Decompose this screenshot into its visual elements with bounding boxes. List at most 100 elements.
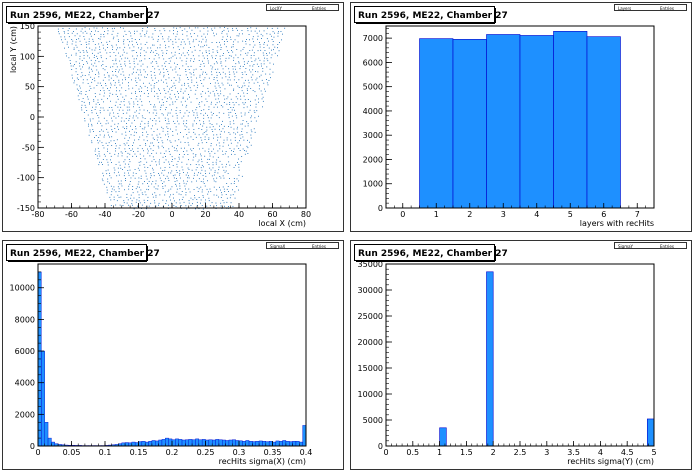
- scatter-point: [233, 79, 235, 81]
- scatter-point: [175, 110, 177, 111]
- scatter-point: [103, 153, 105, 155]
- scatter-point: [103, 74, 105, 76]
- scatter-point: [246, 62, 248, 64]
- scatter-point: [147, 74, 148, 76]
- scatter-point: [183, 115, 185, 117]
- scatter-point: [204, 170, 206, 172]
- scatter-point: [94, 62, 96, 64]
- scatter-point: [193, 174, 195, 176]
- scatter-point: [216, 177, 218, 179]
- scatter-point: [142, 132, 144, 133]
- scatter-point: [213, 134, 215, 136]
- scatter-point: [64, 38, 66, 40]
- scatter-point: [155, 152, 157, 154]
- scatter-point: [128, 106, 130, 108]
- scatter-point: [221, 194, 223, 196]
- scatter-point: [78, 38, 80, 40]
- scatter-point: [156, 128, 158, 130]
- scatter-point: [90, 120, 91, 122]
- scatter-point: [94, 150, 96, 152]
- scatter-point: [129, 181, 131, 182]
- scatter-point: [155, 205, 157, 207]
- scatter-point: [145, 175, 147, 177]
- scatter-point: [123, 51, 125, 53]
- scatter-point: [79, 35, 81, 37]
- scatter-point: [112, 60, 114, 61]
- scatter-point: [256, 63, 258, 65]
- scatter-point: [110, 194, 112, 196]
- scatter-point: [245, 68, 247, 69]
- scatter-point: [133, 46, 135, 48]
- scatter-point: [120, 120, 122, 122]
- scatter-point: [273, 49, 274, 51]
- scatter-point: [102, 107, 104, 109]
- scatter-point: [241, 30, 243, 31]
- histogram-bar: [553, 31, 588, 209]
- scatter-point: [117, 32, 119, 34]
- scatter-point: [218, 169, 220, 171]
- scatter-point: [170, 87, 172, 89]
- scatter-point: [183, 180, 184, 182]
- scatter-point: [209, 158, 210, 160]
- scatter-point: [84, 75, 86, 76]
- scatter-point: [236, 35, 238, 37]
- scatter-point: [184, 142, 186, 143]
- scatter-point: [110, 177, 112, 179]
- scatter-point: [157, 185, 159, 187]
- scatter-point: [165, 134, 166, 136]
- scatter-point: [209, 167, 211, 169]
- scatter-point: [130, 194, 132, 196]
- scatter-point: [215, 58, 216, 59]
- scatter-point: [188, 188, 190, 190]
- scatter-point: [213, 32, 214, 34]
- scatter-point: [205, 131, 207, 133]
- scatter-point: [168, 189, 170, 191]
- scatter-point: [95, 30, 96, 32]
- scatter-point: [142, 183, 144, 185]
- scatter-point: [79, 55, 81, 57]
- scatter-point: [155, 61, 157, 62]
- scatter-point: [193, 120, 195, 122]
- scatter-point: [225, 151, 227, 152]
- scatter-point: [238, 104, 240, 106]
- scatter-point: [168, 161, 170, 163]
- scatter-point: [118, 188, 120, 190]
- scatter-point: [251, 79, 253, 81]
- scatter-point: [176, 163, 178, 165]
- scatter-point: [151, 134, 153, 136]
- histogram-bar: [168, 438, 173, 447]
- scatter-point: [125, 151, 127, 152]
- scatter-point: [187, 154, 189, 155]
- scatter-point: [143, 150, 144, 152]
- scatter-point: [190, 73, 192, 75]
- scatter-point: [98, 153, 100, 155]
- scatter-point: [267, 27, 268, 29]
- scatter-point: [223, 142, 225, 144]
- scatter-point: [167, 38, 169, 40]
- scatter-point: [207, 60, 209, 62]
- scatter-point: [218, 196, 219, 198]
- scatter-point: [234, 191, 236, 193]
- scatter-point: [149, 145, 151, 147]
- scatter-point: [252, 90, 254, 91]
- scatter-point: [244, 125, 246, 127]
- scatter-point: [223, 95, 225, 97]
- scatter-point: [163, 181, 165, 183]
- scatter-point: [188, 200, 190, 202]
- scatter-point: [227, 82, 229, 84]
- histogram-bar: [134, 442, 139, 447]
- scatter-point: [172, 193, 174, 195]
- scatter-point: [136, 199, 138, 201]
- scatter-point: [205, 92, 206, 94]
- scatter-point: [90, 76, 92, 78]
- scatter-point: [193, 129, 195, 130]
- scatter-point: [118, 109, 120, 111]
- scatter-point: [204, 44, 205, 46]
- x-tick-label: -80: [31, 210, 44, 219]
- x-tick-label: 4: [598, 448, 603, 457]
- scatter-point: [102, 27, 103, 29]
- scatter-point: [234, 154, 236, 155]
- scatter-point: [171, 109, 172, 111]
- scatter-point: [201, 139, 203, 141]
- scatter-point: [234, 109, 235, 111]
